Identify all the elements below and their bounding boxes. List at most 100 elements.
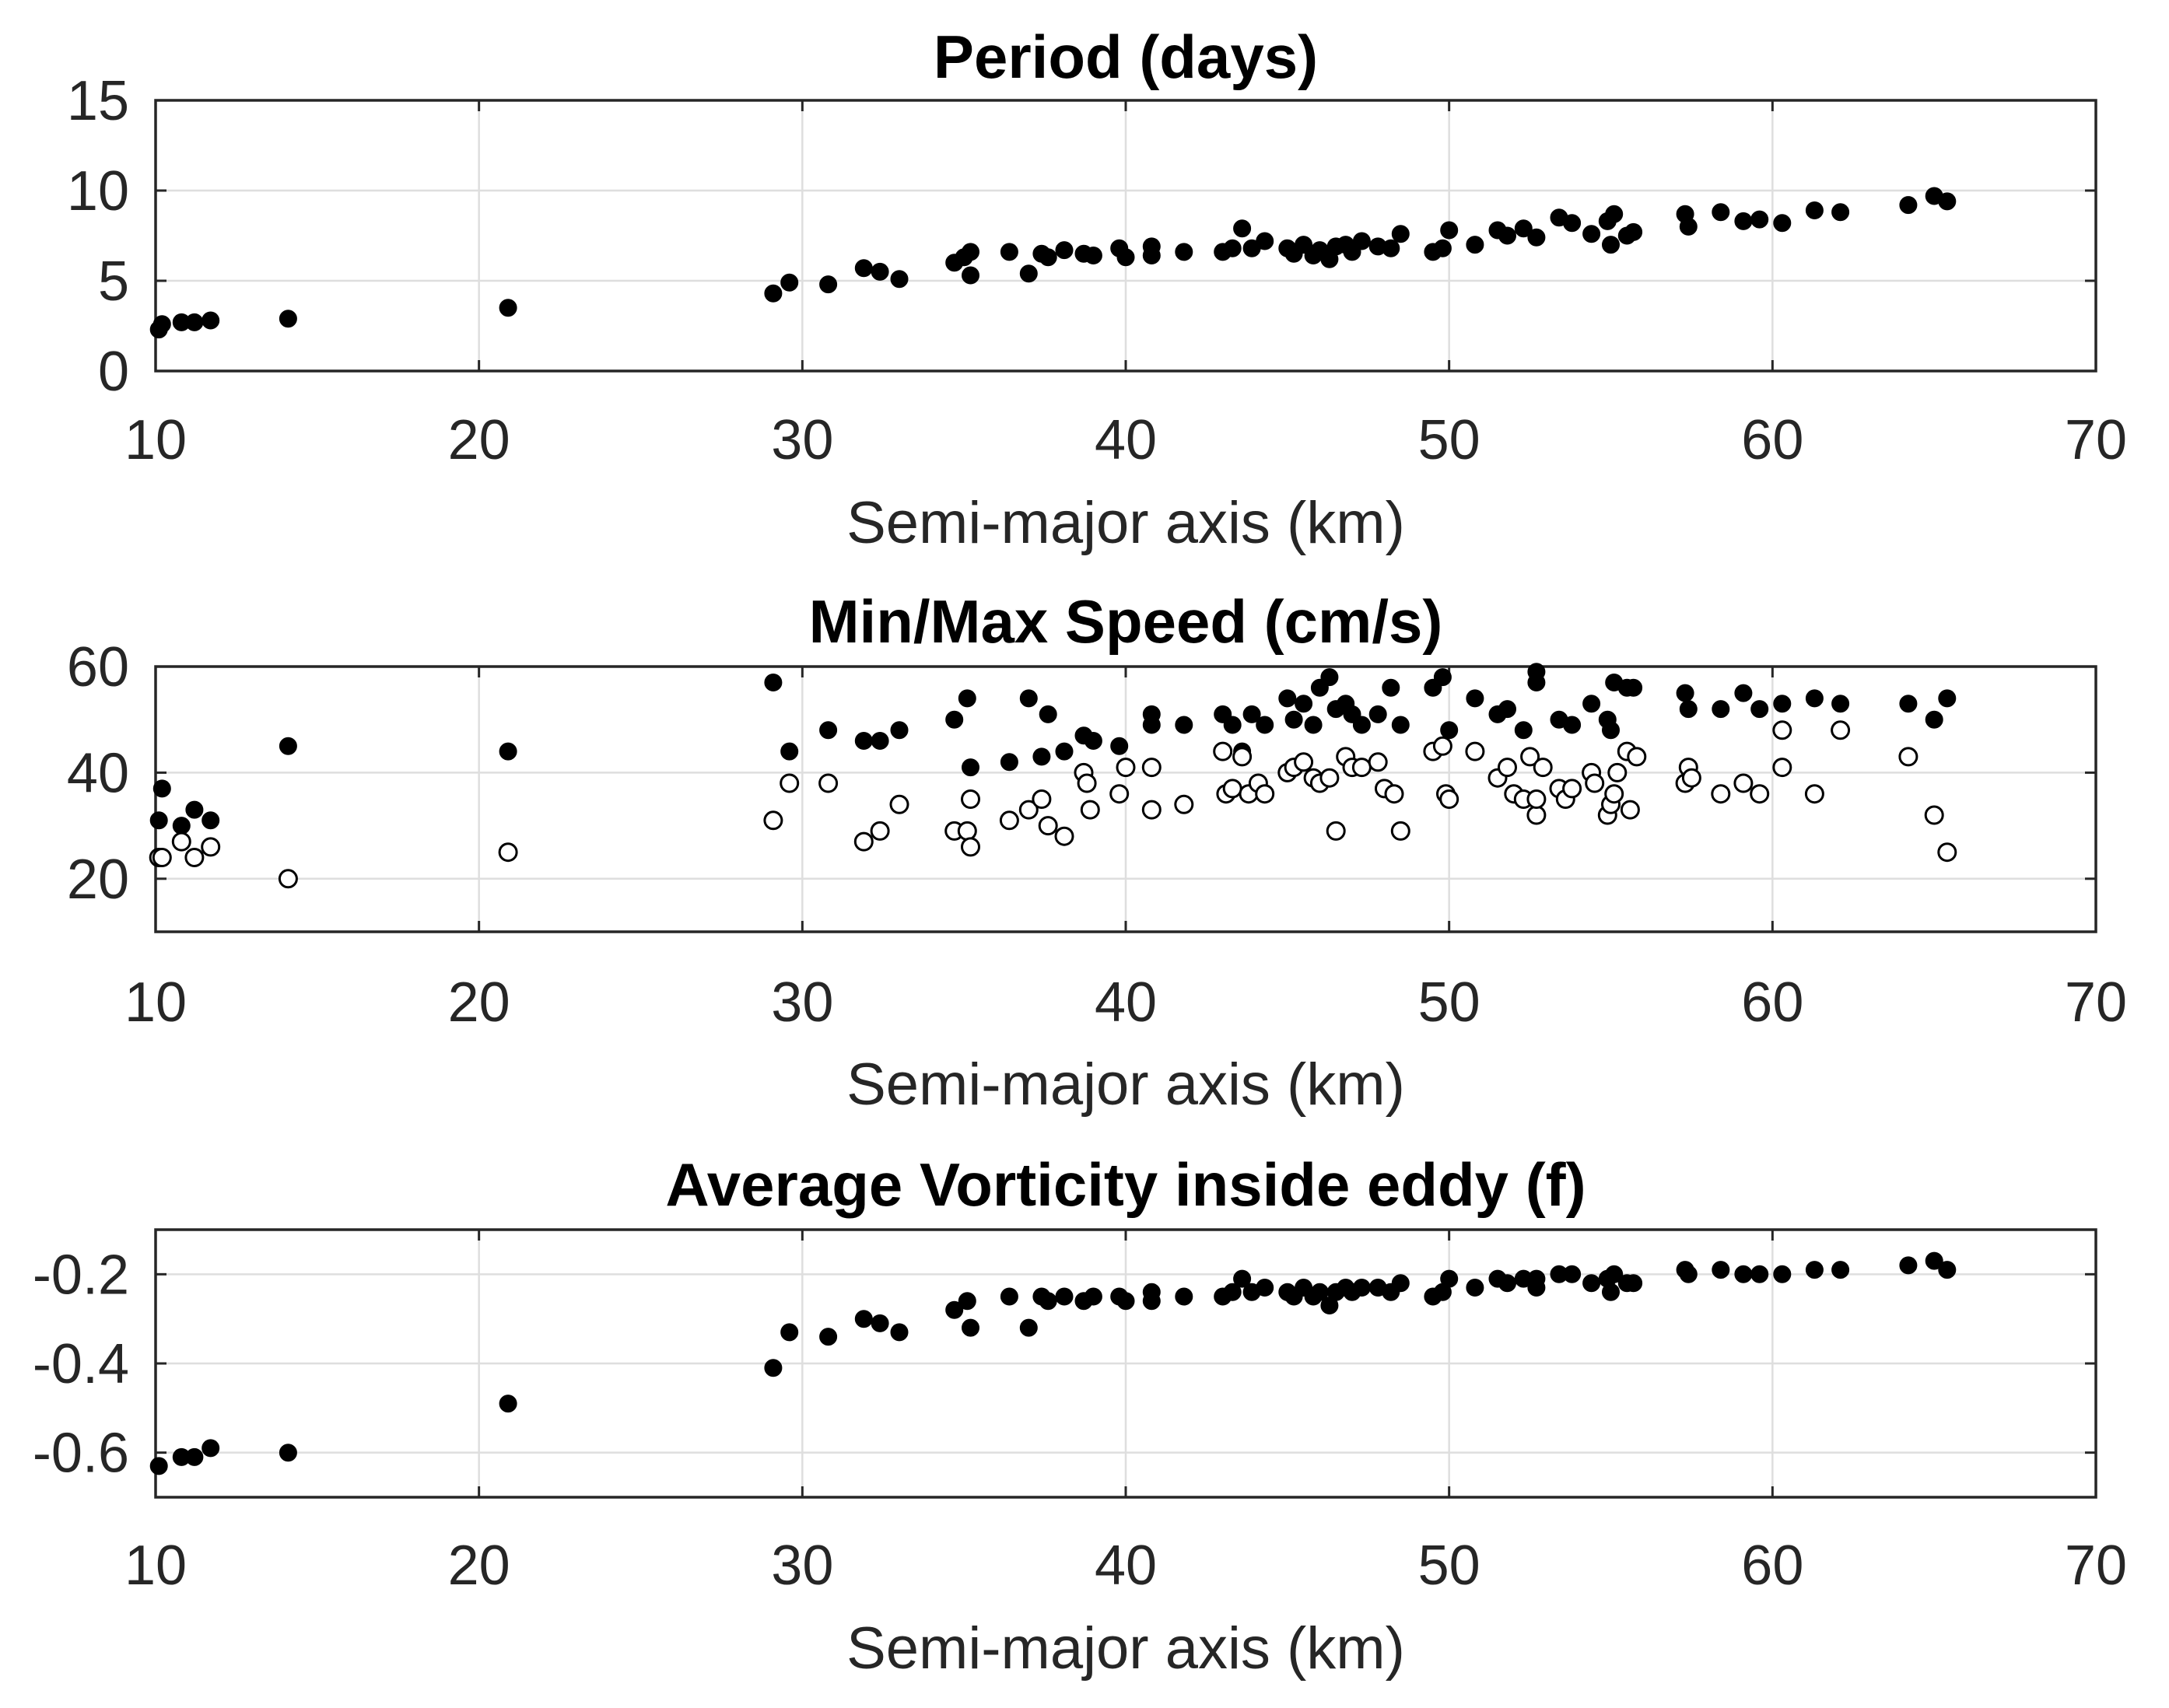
data-point-filled — [962, 758, 979, 777]
data-point-filled — [819, 275, 838, 294]
data-point-filled — [1391, 716, 1410, 734]
data-point-filled — [1676, 684, 1694, 702]
data-point-filled — [1084, 247, 1102, 264]
data-point-filled — [871, 732, 889, 750]
data-point-filled — [1734, 684, 1753, 702]
data-point-filled — [819, 721, 838, 740]
data-point-filled — [172, 817, 191, 835]
data-point-open — [1141, 800, 1162, 820]
panel-3: Average Vorticity inside eddy (f) 10 20 30 4… — [33, 1150, 2127, 1682]
data-point-open — [1627, 747, 1647, 767]
data-point-filled — [1433, 239, 1452, 257]
data-point-filled — [1925, 1251, 1943, 1270]
data-point-open — [1831, 720, 1851, 740]
data-point-filled — [1352, 1279, 1371, 1297]
data-point-filled — [1233, 1269, 1252, 1288]
data-point-filled — [1831, 695, 1850, 713]
data-point-filled — [1000, 753, 1018, 772]
data-point-filled — [1084, 732, 1102, 750]
data-point-filled — [890, 270, 909, 289]
data-point-open — [1294, 752, 1314, 772]
x-tick-label: 70 — [2065, 971, 2127, 1034]
data-point-open — [1533, 758, 1553, 778]
data-point-filled — [1175, 243, 1193, 261]
data-point-filled — [1938, 1261, 1957, 1279]
data-point-filled — [1352, 716, 1371, 734]
data-point-open — [853, 831, 874, 852]
data-point-filled — [201, 311, 220, 330]
x-tick-label: 50 — [1418, 971, 1480, 1034]
x-tick-label: 30 — [771, 1535, 833, 1597]
data-point-filled — [1514, 219, 1533, 238]
data-point-open — [1439, 789, 1459, 809]
data-point-open — [957, 821, 977, 841]
data-point-open — [1526, 789, 1547, 809]
data-point-filled — [1000, 243, 1018, 261]
data-point-filled — [854, 259, 873, 278]
data-point-filled — [1831, 1261, 1850, 1279]
data-point-filled — [871, 1314, 889, 1332]
data-point-filled — [1110, 737, 1129, 755]
data-point-filled — [1773, 1265, 1792, 1283]
data-point-open — [1937, 842, 1957, 863]
series-period — [149, 187, 1957, 339]
x-tick-label: 10 — [124, 971, 187, 1034]
data-point-filled — [1284, 710, 1303, 729]
data-point-filled — [764, 284, 783, 303]
x-tick-label: 50 — [1418, 1535, 1480, 1597]
x-axis-label: Semi-major axis (km) — [846, 490, 1405, 556]
data-point-open — [1562, 779, 1582, 799]
data-point-filled — [1563, 1265, 1582, 1283]
data-point-open — [763, 810, 783, 831]
data-point-filled — [962, 243, 979, 261]
plot-frame — [154, 99, 2097, 373]
data-point-filled — [1466, 1279, 1484, 1297]
data-point-open — [1772, 758, 1792, 778]
data-point-filled — [1391, 225, 1410, 243]
data-point-open — [278, 869, 298, 889]
data-point-open — [1526, 805, 1547, 825]
data-point-filled — [945, 710, 964, 729]
data-point-filled — [1278, 689, 1297, 708]
data-point-filled — [1242, 705, 1261, 723]
data-point-filled — [279, 1444, 297, 1462]
data-point-filled — [854, 732, 873, 750]
data-point-filled — [1679, 1265, 1698, 1283]
x-tick-label: 10 — [124, 409, 187, 471]
data-point-filled — [962, 266, 979, 285]
y-tick-label: 15 — [67, 70, 129, 132]
x-tick-label: 70 — [2065, 1535, 2127, 1597]
data-point-filled — [1039, 1292, 1057, 1311]
y-tick-label: -0.4 — [33, 1333, 129, 1395]
data-point-open — [1222, 779, 1242, 799]
data-point-filled — [890, 1323, 909, 1342]
data-point-filled — [201, 811, 220, 830]
data-point-filled — [1624, 1274, 1643, 1293]
panel-1: Period (days) 10 20 30 40 50 60 70 0 5 10 15 Semi-ma… — [67, 23, 2127, 556]
data-point-filled — [962, 1318, 979, 1337]
panel-2: Min/Max Speed (cm/s) 10 20 30 40 50 60 70 20 40 60… — [67, 587, 2127, 1118]
data-point-open — [1733, 773, 1754, 793]
data-point-filled — [1175, 716, 1193, 734]
data-point-open — [1772, 720, 1792, 740]
series-average-vorticity — [149, 1251, 1957, 1475]
data-point-open — [1924, 805, 1944, 825]
data-point-open — [1351, 758, 1372, 778]
data-point-filled — [1019, 689, 1038, 708]
data-point-open — [1213, 741, 1233, 761]
data-point-filled — [1805, 689, 1824, 708]
data-point-filled — [1498, 700, 1516, 719]
data-point-filled — [149, 1457, 168, 1475]
data-point-filled — [1055, 1287, 1074, 1306]
data-point-filled — [958, 689, 976, 708]
data-point-filled — [1055, 742, 1074, 761]
data-point-open — [1255, 784, 1275, 804]
data-point-filled — [1582, 225, 1601, 243]
data-point-filled — [1498, 1274, 1516, 1293]
data-point-filled — [1624, 678, 1643, 697]
data-point-open — [1174, 794, 1194, 814]
x-tick-label: 40 — [1095, 971, 1157, 1034]
data-point-filled — [1498, 226, 1516, 245]
data-point-filled — [1256, 1279, 1274, 1297]
